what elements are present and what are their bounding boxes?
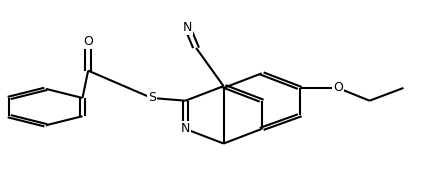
Text: N: N <box>181 122 190 135</box>
Text: O: O <box>83 35 93 48</box>
Text: N: N <box>183 21 192 34</box>
Text: S: S <box>148 91 155 105</box>
Text: O: O <box>333 81 343 95</box>
